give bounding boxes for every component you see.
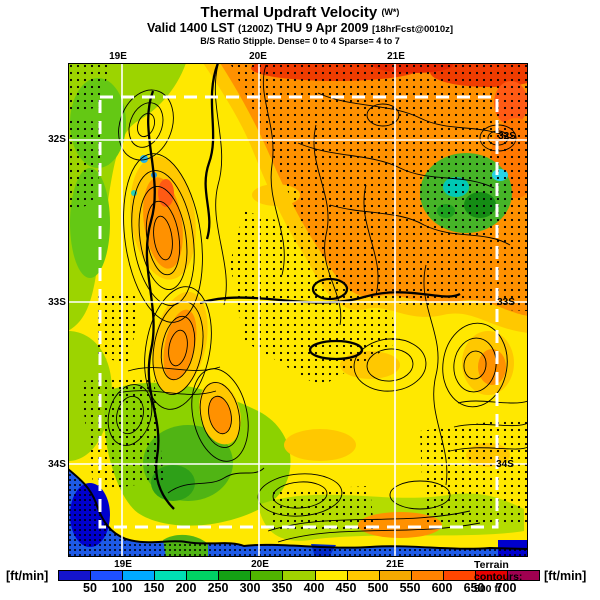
valid-zulu: (1200Z) [238,24,274,36]
valid-prefix: Valid 1400 LST [146,21,235,36]
colorbar-segment [475,571,508,580]
colorbar-tick-label: 600 [431,581,453,595]
valid-time-line: Valid 1400 LST (1200Z) THU 9 Apr 2009 [1… [0,21,600,36]
colorbar-tick-label: 400 [303,581,325,595]
lat-label-left-34s: 34S [48,459,66,470]
colorbar-tick-label: 700 [495,581,517,595]
colorbar-tick-label: 200 [175,581,197,595]
colorbar-segment [251,571,284,580]
lat-label-right-34s: 34S [496,459,514,470]
colorbar-tick-label: 150 [143,581,165,595]
map-canvas [67,55,546,557]
colorbar-segment [411,571,444,580]
colorbar-tick-label: 650 [463,581,485,595]
colorbar-segment [59,571,92,580]
colorbar-tick-label: 50 [83,581,97,595]
colorbar-segment [347,571,380,580]
colorbar-segment [379,571,412,580]
valid-date: THU 9 Apr 2009 [276,21,369,36]
lon-label-top-20e: 20E [249,51,267,62]
map-area [67,55,546,557]
colorbar-tick-label: 100 [111,581,133,595]
lon-label-bottom-19e: 19E [114,559,132,570]
title-unit: (W*) [381,7,400,17]
colorbar-tick-label: 450 [335,581,357,595]
colorbar-segment [91,571,124,580]
page-title: Thermal Updraft Velocity (W*) [0,4,600,21]
colorbar-segment [187,571,220,580]
colorbar-segment [507,571,539,580]
lat-label-left-33s: 33S [48,297,66,308]
colorbar-ticks: 50 100 150 200 250 300 350 400 450 500 550 600 650 70… [0,581,600,595]
lat-label-right-33s: 33S [497,297,515,308]
terrain-contours-note: Terrain contours: 500 ft [474,559,523,595]
colorbar-segment [283,571,316,580]
colorbar-segment [123,571,156,580]
colorbar-tick-label: 300 [239,581,261,595]
lon-label-top-19e: 19E [109,51,127,62]
colorbar-tick-label: 250 [207,581,229,595]
colorbar-tick-label: 550 [399,581,421,595]
colorbar-unit-right: [ft/min] [544,569,587,583]
lon-label-bottom-21e: 21E [386,559,404,570]
lat-label-left-32s: 32S [48,134,66,145]
lat-label-right-32s: 32S [498,131,516,142]
colorbar-segment [315,571,348,580]
lon-label-top-21e: 21E [387,51,405,62]
colorbar-unit-left: [ft/min] [6,569,49,583]
lon-label-bottom-20e: 20E [251,559,269,570]
colorbar-segment [155,571,188,580]
forecast-run: [18hrFcst@0010z] [371,24,454,36]
colorbar-segment [219,571,252,580]
header: Thermal Updraft Velocity (W*) Valid 1400… [0,4,600,47]
title-text: Thermal Updraft Velocity [200,4,378,21]
colorbar-tick-label: 350 [271,581,293,595]
colorbar [58,570,540,581]
stipple-note: B/S Ratio Stipple. Dense= 0 to 4 Sparse=… [200,36,400,47]
colorbar-tick-label: 500 [367,581,389,595]
colorbar-segment [443,571,476,580]
